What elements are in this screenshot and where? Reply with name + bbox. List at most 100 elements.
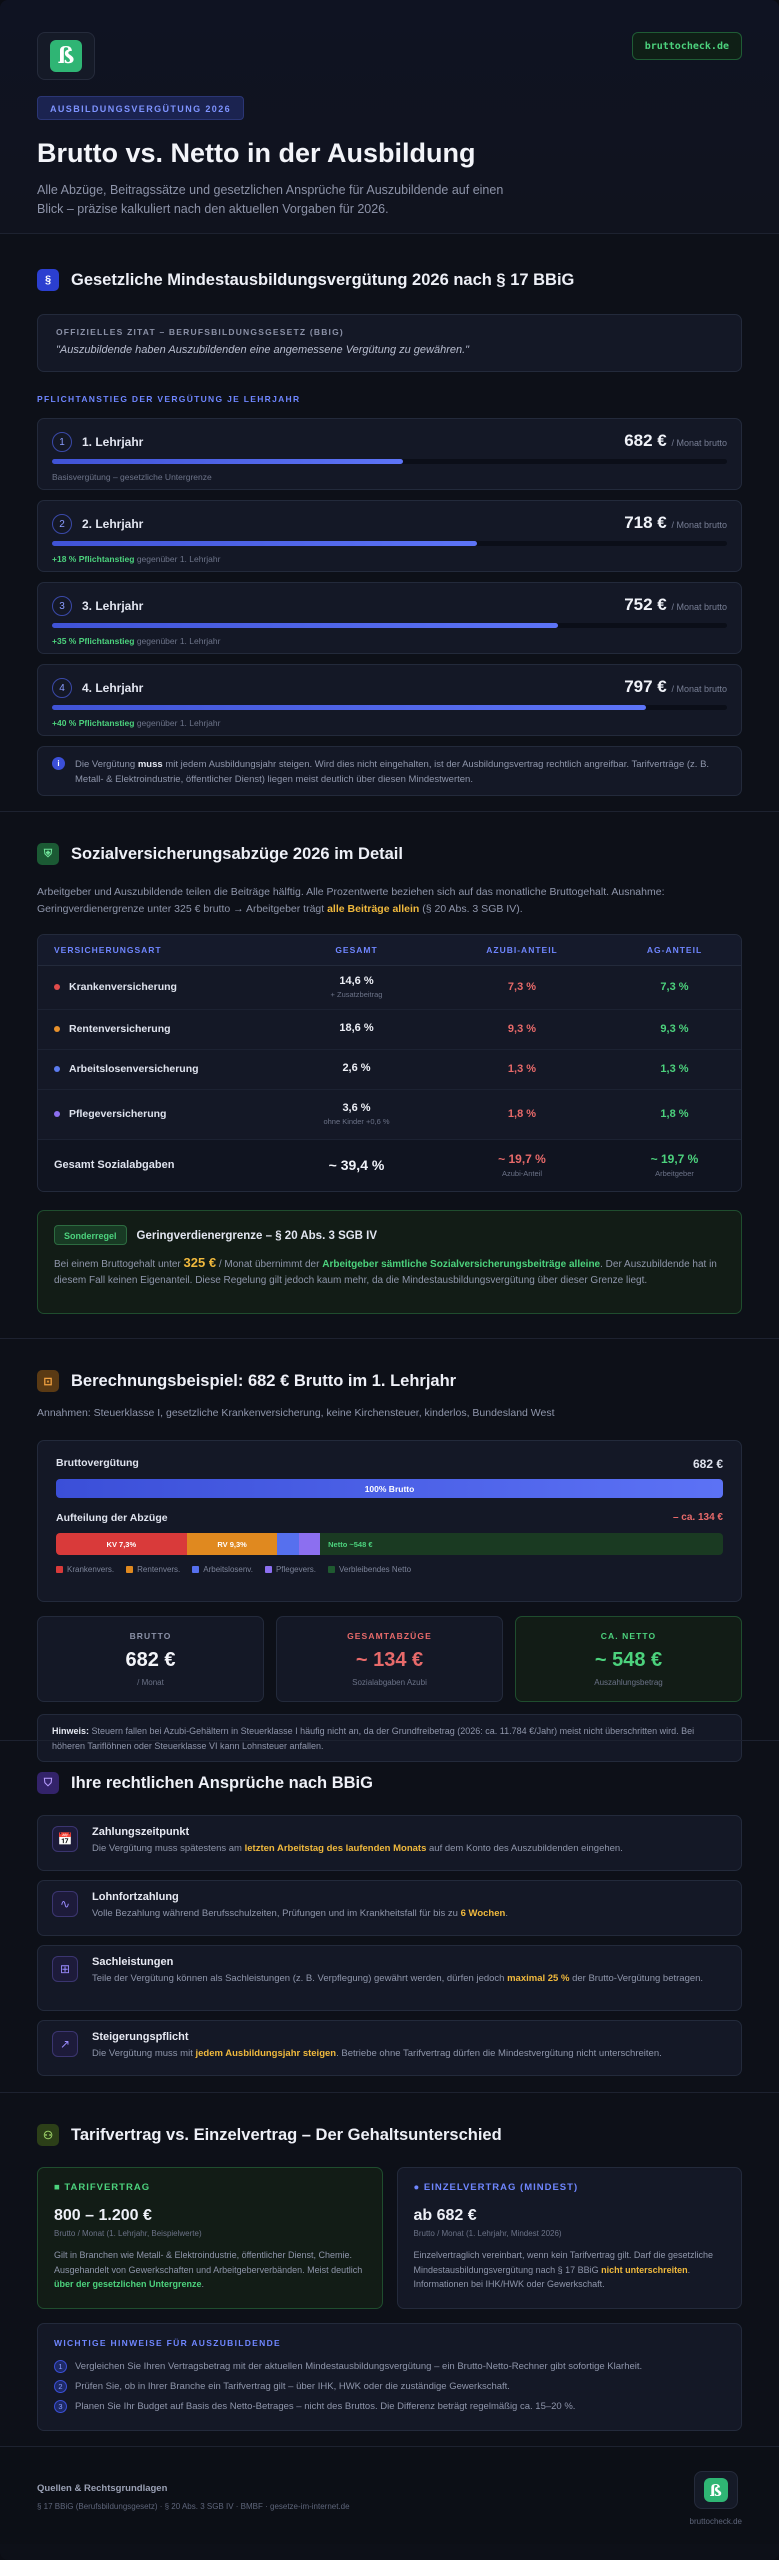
split-segment: RV 9,3% [186, 1533, 278, 1555]
col-header: VERSICHERUNGSART [38, 935, 278, 966]
quote-card: OFFIZIELLES ZITAT – BERUFSBILDUNGSGESETZ… [37, 314, 742, 372]
special-tag: Sonderregel [54, 1225, 127, 1245]
tip-item: 3 Planen Sie Ihr Budget auf Basis des Net… [54, 2400, 725, 2413]
progress-fill [52, 705, 646, 710]
gross-value: 682 € [692, 1457, 723, 1471]
claim-card: 📅 Zahlungszeitpunkt Die Vergütung muss s… [37, 1815, 742, 1871]
tarif-section: ⚇ Tarifvertrag vs. Einzelvertrag – Der Ge… [0, 2092, 779, 2446]
quote-label: OFFIZIELLES ZITAT – BERUFSBILDUNGSGESETZ… [56, 327, 344, 337]
year-number: 4 [52, 678, 72, 698]
kpi-gross: BRUTTO 682 € / Monat [37, 1616, 264, 1702]
tax-hint: Hinweis: Steuern fallen bei Azubi-Gehält… [37, 1714, 742, 1762]
tarif-price: 800 – 1.200 € [54, 2207, 152, 2224]
ag-cell: 7,3 % [608, 965, 741, 1010]
split-value: – ca. 134 € [672, 1512, 723, 1523]
logo-icon: ß [703, 2478, 728, 2502]
claim-icon: ⊞ [52, 1956, 78, 1982]
kpi-net: CA. NETTO ~ 548 € Auszahlungsbetrag [515, 1616, 742, 1702]
total-cell: 14,6 % + Zusatzbeitrag [277, 965, 436, 1010]
year-card: 2 2. Lehrjahr 718 € / Monat brutto +18 %… [37, 500, 742, 572]
year-number: 3 [52, 596, 72, 616]
claim-title: Zahlungszeitpunkt [92, 1826, 190, 1838]
table-row: Krankenversicherung 14,6 % + Zusatzbeitra… [38, 965, 741, 1010]
claim-title: Sachleistungen [92, 1956, 174, 1968]
table-row: Rentenversicherung 18,6 % 9,3 % 9,3 % [38, 1009, 741, 1050]
progress-bar [52, 541, 727, 546]
ag-cell: 1,3 % [608, 1049, 741, 1090]
split-segment: KV 7,3% [56, 1533, 187, 1555]
progress-bar [52, 623, 727, 628]
year-amount: 682 € / Monat brutto [624, 431, 727, 450]
claim-text: Die Vergütung muss spätestens am letzten… [92, 1843, 623, 1854]
calculator-icon: ⊡ [37, 1370, 59, 1392]
legend-item: Krankenvers. [56, 1565, 114, 1574]
individual-price: ab 682 € [413, 2207, 477, 2224]
logo[interactable]: ß [37, 32, 95, 80]
gross-bar: 100% Brutto [56, 1479, 723, 1498]
insurance-name: Rentenversicherung [38, 1009, 278, 1050]
claim-text: Die Vergütung muss mit jedem Ausbildungs… [92, 2048, 662, 2059]
claim-icon: 📅 [52, 1826, 78, 1852]
increase-label: PFLICHTANSTIEG DER VERGÜTUNG JE LEHRJAHR [37, 394, 301, 404]
year-amount: 752 € / Monat brutto [624, 595, 727, 614]
total-azubi: ~ 19,7 % [498, 1152, 546, 1167]
legend-item: Rentenvers. [126, 1565, 180, 1574]
split-label: Aufteilung der Abzüge [56, 1512, 168, 1524]
year-label: 4. Lehrjahr [82, 681, 144, 695]
quote-text: "Auszubildende haben Auszubildenden eine… [56, 344, 470, 356]
claim-card: ∿ Lohnfortzahlung Volle Bezahlung währen… [37, 1880, 742, 1936]
legend-item: Verbleibendes Netto [327, 1565, 411, 1574]
site-badge[interactable]: bruttocheck.de [631, 32, 742, 60]
claim-icon: ∿ [52, 1891, 78, 1917]
social-intro: Arbeitgeber und Auszubildende teilen die… [37, 886, 665, 915]
page-title: Brutto vs. Netto in der Ausbildung [37, 138, 476, 168]
special-rule-card: Sonderregel Geringverdienergrenze – § 20 … [37, 1210, 742, 1314]
total-cell: 2,6 % [277, 1049, 436, 1090]
kicker-badge: AUSBILDUNGSVERGÜTUNG 2026 [37, 96, 245, 120]
tip-item: 2 Prüfen Sie, ob in Ihrer Branche ein Tar… [54, 2380, 725, 2393]
year-amount: 718 € / Monat brutto [624, 513, 727, 532]
assumptions: Annahmen: Steuerklasse I, gesetzliche Kr… [37, 1407, 555, 1419]
footer: Quellen & Rechtsgrundlagen § 17 BBiG (Be… [0, 2446, 779, 2544]
azubi-cell: 1,3 % [436, 1049, 608, 1090]
ag-cell: 1,8 % [608, 1089, 741, 1140]
tips-card: WICHTIGE HINWEISE FÜR AUSZUBILDENDE 1 Ver… [37, 2323, 742, 2431]
total-ag: ~ 19,7 % [650, 1152, 699, 1167]
legend-item: Arbeitslosenv. [192, 1565, 253, 1574]
individual-contract-card: ● EINZELVERTRAG (MINDEST) ab 682 € Brutt… [396, 2167, 742, 2309]
section-title: Sozialversicherungsabzüge 2026 im Detail [71, 844, 403, 863]
logo-icon: ß [50, 40, 82, 72]
gross-label: Bruttovergütung [56, 1457, 139, 1469]
split-segment [298, 1533, 321, 1555]
tips-label: WICHTIGE HINWEISE FÜR AUSZUBILDENDE [54, 2338, 281, 2348]
azubi-cell: 7,3 % [436, 965, 608, 1010]
footer-logo[interactable]: ß [693, 2471, 738, 2509]
footer-title: Quellen & Rechtsgrundlagen [37, 2483, 168, 2494]
year-note: +18 % Pflichtanstieg gegenüber 1. Lehrja… [52, 554, 221, 564]
example-section: ⊡ Berechnungsbeispiel: 682 € Brutto im 1.… [0, 1338, 779, 1762]
footer-sources: § 17 BBiG (Berufsbildungsgesetz) · § 20 … [37, 2502, 350, 2511]
claim-text: Volle Bezahlung während Berufsschulzeite… [92, 1908, 508, 1919]
year-number: 2 [52, 514, 72, 534]
tarif-label: ■ TARIFVERTRAG [54, 2182, 151, 2193]
paragraph-icon: § [37, 269, 59, 291]
special-text: Bei einem Bruttogehalt unter 325 € / Mon… [54, 1255, 717, 1286]
info-icon: i [52, 757, 65, 770]
min-wage-section: § Gesetzliche Mindestausbildungsvergütung… [0, 233, 779, 811]
col-header: AZUBI-ANTEIL [436, 935, 608, 966]
table-row: Pflegeversicherung 3,6 % ohne Kinder +0,6… [38, 1089, 741, 1140]
insurance-name: Arbeitslosenversicherung [38, 1049, 278, 1090]
total-label: Gesamt Sozialabgaben [38, 1139, 278, 1191]
shield-icon: ⛨ [37, 843, 59, 865]
claim-card: ↗ Steigerungspflicht Die Vergütung muss … [37, 2020, 742, 2076]
info-note: i Die Vergütung muss mit jedem Ausbildun… [37, 746, 742, 796]
col-header: AG-ANTEIL [608, 935, 741, 966]
breakdown-card: Bruttovergütung 682 € 100% Brutto Aufteil… [37, 1440, 742, 1602]
tip-item: 1 Vergleichen Sie Ihren Vertragsbetrag mi… [54, 2360, 725, 2373]
footer-site[interactable]: bruttocheck.de [689, 2517, 742, 2526]
section-title: Berechnungsbeispiel: 682 € Brutto im 1. … [71, 1371, 457, 1390]
claim-title: Lohnfortzahlung [92, 1891, 179, 1903]
individual-label: ● EINZELVERTRAG (MINDEST) [413, 2182, 579, 2193]
azubi-cell: 9,3 % [436, 1009, 608, 1050]
